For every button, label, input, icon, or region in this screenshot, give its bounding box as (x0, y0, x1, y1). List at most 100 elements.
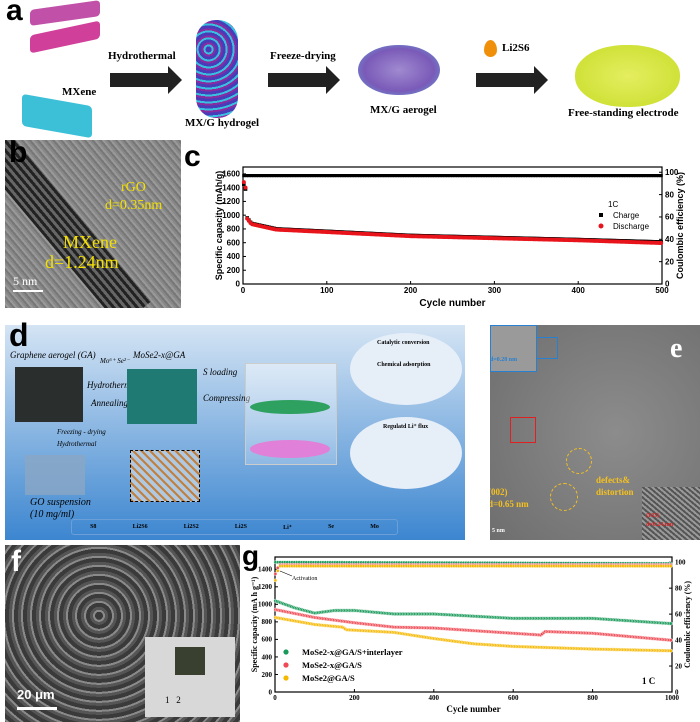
legend-label: Discharge (613, 222, 650, 231)
efficiency-point (403, 174, 407, 178)
efficiency-point (561, 174, 565, 178)
efficiency-point (536, 174, 540, 178)
y2-tick-label: 0 (665, 280, 670, 289)
efficiency-point (548, 174, 553, 178)
efficiency-point (533, 174, 538, 178)
efficiency-point (508, 174, 512, 178)
panel-label-a: a (6, 0, 23, 27)
y2-axis-label: Coulombic efficiency (%) (683, 581, 692, 668)
efficiency-point (273, 572, 278, 576)
efficiency-point (574, 174, 578, 178)
efficiency-point (443, 174, 447, 178)
efficiency-point (523, 174, 528, 178)
efficiency-point (566, 174, 570, 178)
scale-bar (17, 707, 57, 710)
efficiency-point (275, 569, 280, 573)
efficiency-point (498, 174, 502, 178)
efficiency-point (274, 174, 279, 178)
efficiency-point (493, 174, 497, 178)
y-tick-label: 800 (227, 225, 241, 234)
y2-tick-label: 20 (675, 662, 683, 670)
efficiency-point (385, 174, 389, 178)
efficiency-point (468, 174, 472, 178)
interlayer-disc (250, 400, 330, 414)
x-tick-label: 100 (320, 286, 334, 295)
efficiency-point (273, 578, 278, 583)
efficiency-point (335, 174, 339, 178)
efficiency-point (551, 174, 555, 178)
efficiency-point (322, 174, 326, 178)
x-tick-label: 400 (572, 286, 586, 295)
efficiency-point (616, 174, 621, 178)
efficiency-point (634, 174, 638, 178)
efficiency-point (393, 174, 397, 178)
x-tick-label: 200 (349, 694, 360, 702)
efficiency-point (601, 174, 605, 178)
defect-circle (566, 448, 592, 474)
flux-label: Regulatd Li⁺ flux (383, 424, 429, 430)
aerogel-label: MX/G aerogel (370, 104, 437, 116)
efficiency-point (395, 174, 399, 178)
efficiency-point (453, 174, 457, 178)
x-tick-label: 200 (404, 286, 418, 295)
efficiency-point (518, 174, 522, 178)
efficiency-point (242, 174, 246, 178)
x-tick-label: 1000 (665, 694, 680, 702)
efficiency-point (624, 174, 628, 178)
capacity-point (668, 638, 673, 643)
efficiency-point (564, 174, 568, 178)
mose-ga-image (127, 369, 197, 424)
step-freeze-drying: Freeze-drying (270, 50, 336, 62)
efficiency-point (440, 174, 445, 178)
panel-f-sem-image: f 1 2 20 μm (5, 545, 240, 722)
efficiency-point (428, 174, 432, 178)
efficiency-point (569, 174, 573, 178)
efficiency-point (621, 174, 626, 178)
plot-frame (242, 166, 663, 285)
efficiency-point (362, 174, 367, 178)
efficiency-point (521, 174, 525, 178)
x-tick-label: 500 (655, 286, 669, 295)
discharge-point (241, 180, 246, 185)
ions-label: Mo⁶⁺ Se²⁻ (100, 357, 130, 365)
chart-g: 0 200 400 600 800 100002004006008001000120014… (250, 556, 692, 714)
legend-title: 1C (608, 200, 618, 209)
compressing-label: Compressing (203, 393, 251, 403)
y-tick-label: 600 (227, 238, 241, 247)
efficiency-point (252, 174, 256, 178)
efficiency-point (465, 174, 470, 178)
freeze-label: Freezing - drying (57, 428, 106, 436)
legend-label: Charge (613, 211, 640, 220)
efficiency-point (657, 174, 661, 178)
efficiency-point (420, 174, 424, 178)
ruler-label: 1 2 (165, 695, 181, 705)
y-tick-label: 800 (262, 618, 273, 626)
efficiency-point (579, 174, 583, 178)
efficiency-point (644, 174, 648, 178)
legend-label: MoSe2@GA/S (302, 673, 355, 683)
spacing-065-label: d=0.65 nm (490, 499, 529, 509)
legend-li2s: Li2S (234, 524, 247, 530)
efficiency-point (626, 174, 631, 178)
efficiency-point (425, 174, 429, 178)
y-axis-label: Specific capacity (mA h g⁻¹) (250, 576, 259, 672)
flux-bubble (350, 417, 462, 489)
y-tick-label: 1000 (222, 211, 240, 220)
efficiency-point (631, 174, 636, 178)
efficiency-point (342, 174, 346, 178)
efficiency-point (423, 174, 427, 178)
efficiency-point (370, 174, 374, 178)
photo-inset: 1 2 (145, 637, 235, 717)
efficiency-point (526, 174, 530, 178)
efficiency-point (264, 174, 269, 178)
efficiency-point (360, 174, 364, 178)
legend-se: Se (328, 524, 335, 530)
efficiency-point (390, 174, 394, 178)
efficiency-point (614, 174, 618, 178)
efficiency-point (445, 174, 450, 178)
efficiency-point (400, 174, 404, 178)
efficiency-point (473, 174, 477, 178)
efficiency-point (259, 174, 264, 178)
efficiency-point (257, 174, 261, 178)
mose-label: MoSe2-x@GA (133, 350, 186, 360)
